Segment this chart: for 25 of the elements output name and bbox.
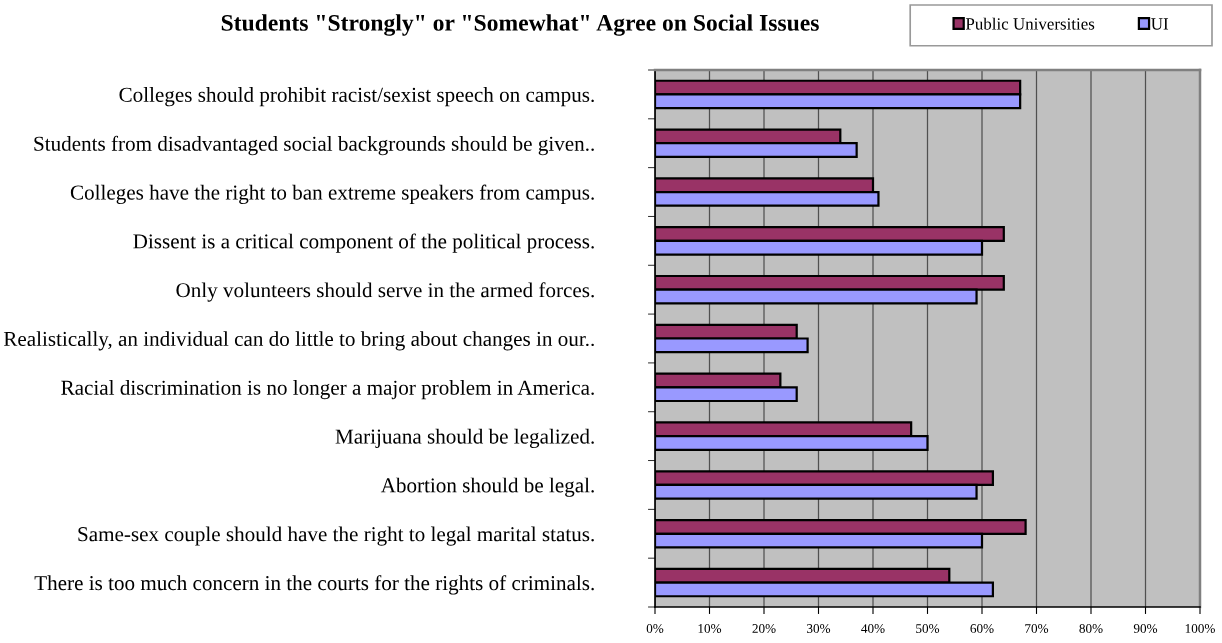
y-tick-label: Abortion should be legal.: [380, 477, 594, 497]
x-tick-label: 70%: [1025, 624, 1049, 633]
y-tick-label: Marijuana should be legalized.: [335, 428, 594, 449]
x-tick-label: 100%: [1185, 624, 1215, 633]
x-tick-label: 60%: [970, 624, 994, 633]
x-tick-label: 20%: [752, 624, 776, 633]
x-tick-label: 90%: [1133, 624, 1158, 633]
y-tick-label: Colleges should prohibit racist/sexist speech on campus.: [119, 87, 594, 107]
x-tick-label: 30%: [807, 624, 831, 633]
legend-label: Public Universities: [965, 17, 1095, 30]
y-tick-label: Colleges have the right to ban extreme speakers from campus.: [70, 184, 594, 205]
x-tick-label: 80%: [1079, 624, 1103, 633]
x-tick-label: 10%: [698, 624, 722, 633]
x-tick-label: 0%: [646, 624, 664, 633]
y-tick-label: There is too much concern in the courts for the rights of criminals.: [34, 575, 594, 595]
y-tick-label: Students from disadvantaged social backgrounds should be given..: [34, 135, 594, 156]
x-tick-label: 40%: [861, 624, 885, 633]
y-tick-label: Racial discrimination is no longer a major problem in America.: [61, 379, 594, 400]
y-tick-label: Only volunteers should serve in the armed forces.: [176, 282, 594, 302]
x-tick-label: 50%: [916, 624, 940, 633]
legend-label: UI: [1151, 18, 1169, 30]
y-tick-label: Same-sex couple should have the right to legal marital status.: [78, 526, 594, 546]
y-tick-label: Realistically, an individual can do little to bring about changes in our..: [3, 331, 594, 351]
chart-title: Students "Strongly" or "Somewhat" Agree on Social Issues: [221, 14, 819, 36]
y-tick-label: Dissent is a critical component of the political process.: [133, 233, 594, 253]
